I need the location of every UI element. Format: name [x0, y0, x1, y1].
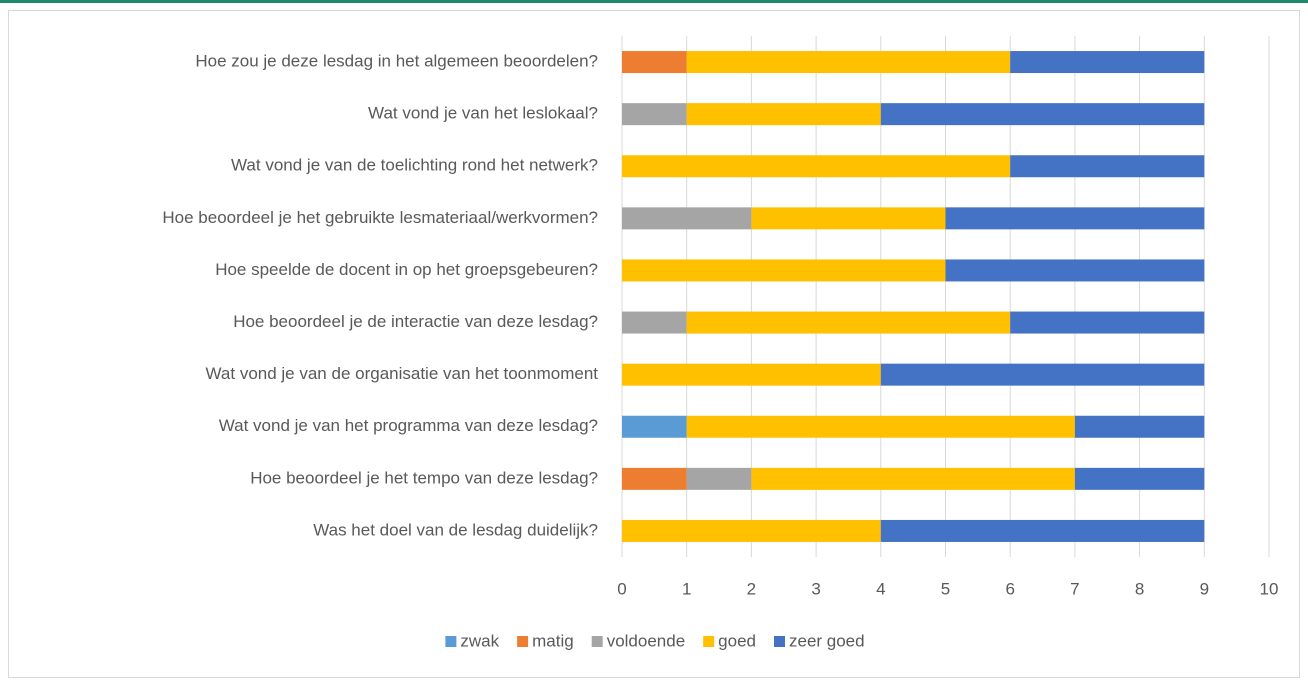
x-tick-label: 4: [876, 579, 885, 598]
x-tick-label: 8: [1135, 579, 1144, 598]
bar-segment: [945, 259, 1205, 282]
x-tick-label: 1: [682, 579, 691, 598]
y-tick-label: Hoe beoordeel je de interactie van deze …: [233, 312, 598, 331]
legend-swatch: [703, 636, 715, 647]
bar-segment: [1010, 51, 1205, 74]
bar-segment: [751, 467, 1075, 490]
y-tick-label: Wat vond je van het leslokaal?: [368, 104, 598, 123]
bar-segment: [1074, 467, 1205, 490]
bar-segment: [1010, 155, 1205, 178]
y-tick-label: Hoe beoordeel je het tempo van deze lesd…: [250, 468, 598, 487]
bar-segment: [622, 51, 687, 74]
y-tick-label: Was het doel van de lesdag duidelijk?: [313, 520, 598, 539]
legend-swatch: [445, 636, 457, 647]
x-tick-label: 3: [811, 579, 820, 598]
bar-segment: [622, 415, 687, 438]
legend-label: matig: [532, 631, 574, 650]
legend-swatch: [591, 636, 603, 647]
bar-segment: [622, 207, 752, 230]
y-tick-label: Wat vond je van de toelichting rond het …: [231, 156, 598, 175]
x-tick-label: 0: [617, 579, 626, 598]
x-tick-label: 9: [1200, 579, 1209, 598]
bar-segment: [1010, 311, 1205, 334]
bar-segment: [622, 519, 881, 542]
bar-segment: [880, 103, 1205, 126]
legend-swatch: [773, 636, 785, 647]
bar-segment: [686, 103, 881, 126]
bar-segment: [945, 207, 1205, 230]
bar-segment: [622, 311, 687, 334]
bar-segment: [1074, 415, 1205, 438]
bar-segment: [622, 467, 687, 490]
bar-segment: [686, 311, 1011, 334]
legend-label: zwak: [460, 631, 499, 650]
bar-segment: [751, 207, 946, 230]
bar-segment: [686, 415, 1075, 438]
bar-segment: [622, 259, 946, 282]
bar-segment: [880, 363, 1205, 386]
legend-label: zeer goed: [789, 631, 865, 650]
x-tick-label: 10: [1260, 579, 1279, 598]
legend-label: voldoende: [607, 631, 685, 650]
top-bar: [0, 0, 1308, 3]
bar-segment: [686, 51, 1011, 74]
x-tick-label: 7: [1070, 579, 1079, 598]
y-tick-label: Wat vond je van de organisatie van het t…: [206, 364, 599, 383]
bar-segment: [622, 103, 687, 126]
y-tick-label: Hoe beoordeel je het gebruikte lesmateri…: [162, 208, 598, 227]
y-tick-label: Wat vond je van het programma van deze l…: [219, 416, 598, 435]
legend-swatch: [517, 636, 529, 647]
x-tick-label: 6: [1005, 579, 1014, 598]
x-tick-label: 2: [747, 579, 756, 598]
bar-segment: [880, 519, 1205, 542]
y-tick-label: Hoe zou je deze lesdag in het algemeen b…: [195, 52, 598, 71]
x-tick-label: 5: [941, 579, 950, 598]
bar-segment: [622, 363, 881, 386]
y-tick-label: Hoe speelde de docent in op het groepsge…: [215, 260, 598, 279]
bar-segment: [622, 155, 1011, 178]
legend-label: goed: [718, 631, 756, 650]
bar-segment: [686, 467, 752, 490]
